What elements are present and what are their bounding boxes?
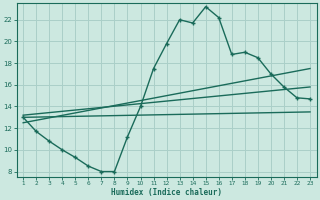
X-axis label: Humidex (Indice chaleur): Humidex (Indice chaleur) <box>111 188 222 197</box>
